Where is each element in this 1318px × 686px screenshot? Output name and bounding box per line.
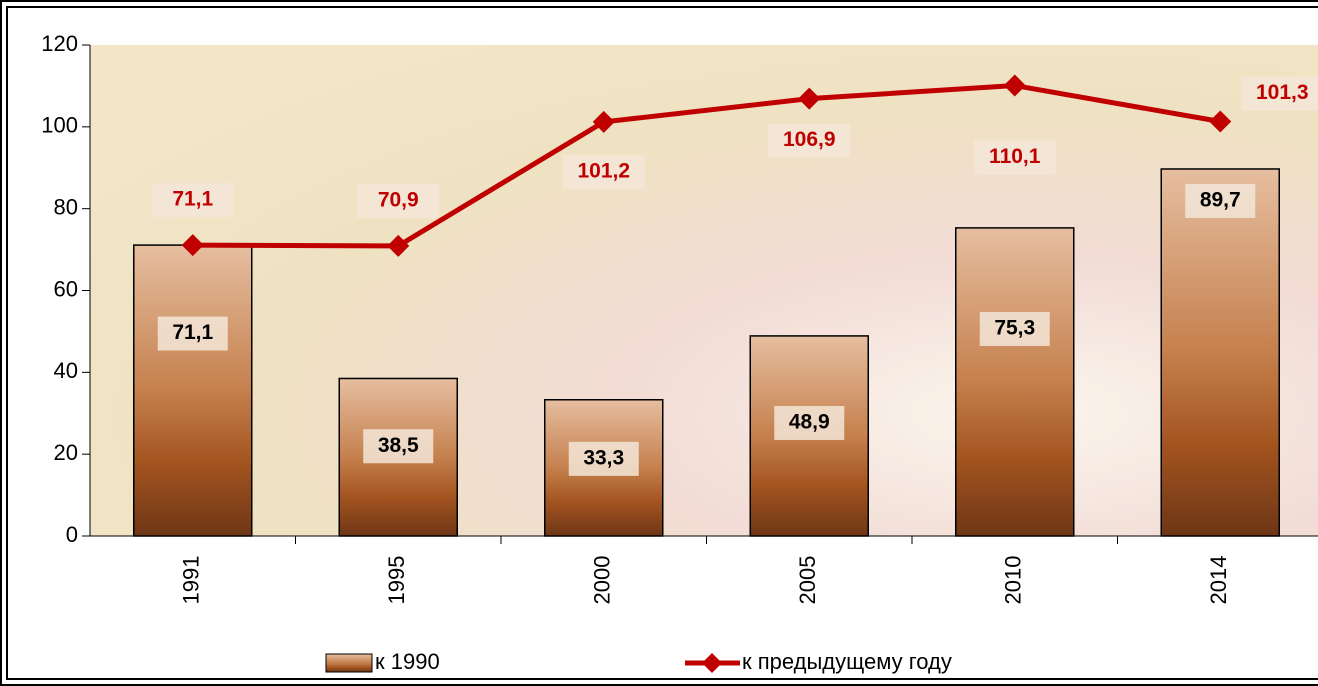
data-label: 70,9	[378, 188, 419, 211]
y-tick-label: 0	[66, 522, 78, 547]
data-label: 89,7	[1200, 189, 1241, 212]
bar	[133, 244, 253, 537]
data-label: 75,3	[994, 316, 1035, 339]
line-marker	[1003, 74, 1026, 97]
data-label: 71,1	[172, 321, 213, 344]
frame-inner	[6, 6, 1318, 680]
data-label-box	[1185, 183, 1256, 218]
data-label-box	[357, 183, 440, 218]
data-label: 33,3	[583, 446, 624, 469]
x-tick-label: 2014	[1206, 556, 1231, 605]
data-label: 38,5	[378, 434, 419, 457]
line-marker	[592, 110, 615, 133]
data-label-box	[774, 405, 845, 440]
line-marker	[1209, 110, 1232, 133]
plot-area	[90, 45, 1318, 536]
line-marker	[798, 87, 821, 110]
x-tick-label: 1991	[179, 556, 204, 605]
data-label: 101,3	[1256, 81, 1309, 104]
y-tick-label: 120	[41, 31, 78, 56]
bar	[1160, 168, 1280, 537]
x-tick-label: 2000	[590, 556, 615, 605]
data-label: 71,1	[172, 188, 213, 211]
data-label-box	[973, 140, 1056, 175]
data-label: 106,9	[783, 128, 836, 151]
y-tick-label: 20	[54, 440, 78, 465]
legend-swatch	[325, 653, 373, 673]
legend-marker	[702, 653, 722, 673]
data-label: 101,2	[577, 159, 630, 182]
x-tick-label: 2010	[1001, 556, 1026, 605]
bar	[955, 227, 1075, 537]
y-tick-label: 80	[54, 194, 78, 219]
legend-label: к предыдущему году	[742, 649, 952, 674]
data-label-box	[979, 311, 1050, 346]
y-tick-label: 40	[54, 358, 78, 383]
data-label: 110,1	[989, 145, 1041, 168]
line-marker	[181, 234, 204, 257]
data-label-box	[157, 316, 228, 351]
data-label-box	[768, 123, 851, 158]
data-label-box	[1241, 76, 1318, 111]
x-tick-label: 2005	[795, 556, 820, 605]
data-label-box	[568, 441, 639, 476]
legend-label: к 1990	[375, 649, 440, 674]
line	[192, 82, 1221, 249]
data-label: 48,9	[789, 411, 830, 434]
x-tick-label: 1995	[384, 556, 409, 605]
y-tick-label: 60	[54, 276, 78, 301]
data-label-box	[151, 183, 234, 218]
data-label-box	[562, 154, 645, 189]
data-label-box	[363, 429, 434, 464]
line-marker	[387, 234, 410, 257]
y-tick-label: 100	[41, 113, 78, 138]
